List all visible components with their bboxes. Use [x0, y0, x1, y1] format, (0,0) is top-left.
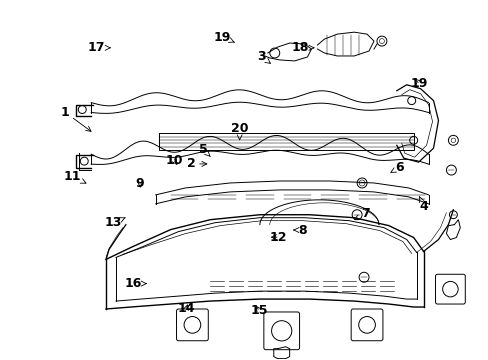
Text: 4: 4	[418, 196, 427, 213]
Text: 16: 16	[124, 277, 146, 290]
Text: 18: 18	[291, 41, 313, 54]
Text: 6: 6	[390, 161, 403, 174]
Text: 20: 20	[230, 122, 248, 140]
Text: 15: 15	[250, 304, 267, 317]
Text: 3: 3	[257, 50, 270, 63]
Text: 1: 1	[61, 105, 91, 131]
Text: 13: 13	[104, 216, 125, 229]
Text: 10: 10	[165, 154, 183, 167]
Text: 11: 11	[63, 170, 86, 183]
Text: 19: 19	[409, 77, 427, 90]
Text: 19: 19	[214, 31, 234, 44]
Text: 7: 7	[354, 207, 369, 220]
Text: 9: 9	[136, 177, 144, 190]
Text: 17: 17	[87, 41, 110, 54]
Text: 8: 8	[293, 224, 306, 237]
Text: 12: 12	[269, 231, 286, 244]
Text: 2: 2	[186, 157, 206, 170]
Text: 5: 5	[199, 143, 210, 157]
Text: 14: 14	[177, 302, 195, 315]
